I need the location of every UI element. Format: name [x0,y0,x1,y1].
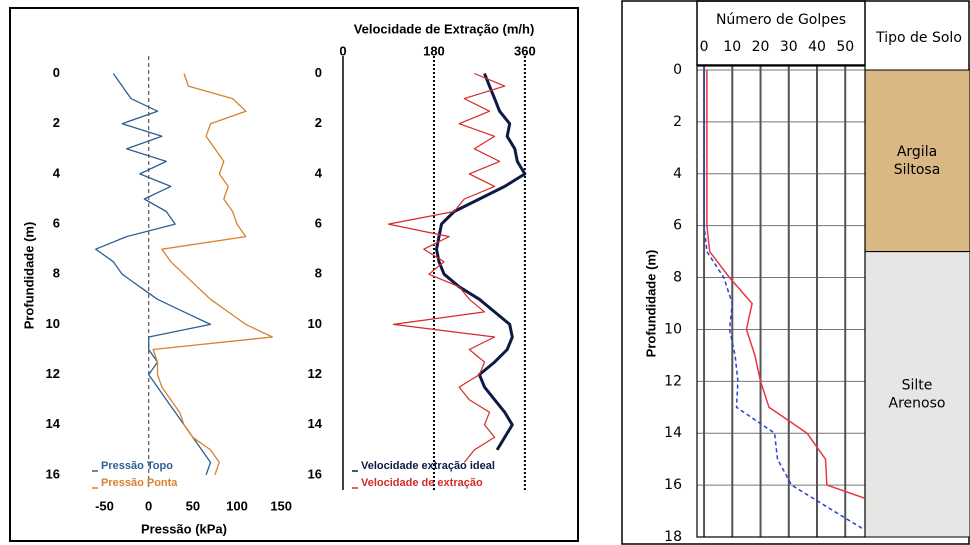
plot-area [703,70,865,531]
legend-label: Velocidade extração ideal [361,460,495,472]
x-tick-label: 50 [186,498,200,513]
plot-area [387,72,527,463]
y-tick-label: 12 [664,373,682,389]
y-axis-label: Profundidade (m) [643,250,658,358]
y-tick-label: 8 [315,266,322,281]
soil-label: Siltosa [894,162,941,178]
series-line [706,70,865,500]
x-tick-label: 0 [339,43,346,58]
x-tick-label: 100 [226,498,248,513]
pressure-chart: 0 2 4 6 8 10 12 14 16 -50 0 50 100 150 Pressão (kPa) Pr… [21,56,292,536]
soil-label: Silte [902,377,933,393]
x-tick-label: 150 [270,498,292,513]
y-tick-label: 14 [46,416,61,431]
y-tick-label: 14 [308,416,323,431]
x-tick-label: -50 [95,498,114,513]
y-tick-label: 2 [53,115,60,130]
legend-label: Velocidade de extração [361,477,483,489]
soil-layer [864,251,970,538]
x-tick-label: 30 [780,39,798,55]
y-tick-label: 16 [308,466,322,481]
y-tick-label: 8 [53,266,60,281]
soil-label: Arenoso [889,395,946,411]
x-tick-label: 50 [836,39,854,55]
y-tick-label: 10 [46,316,60,331]
y-tick-label: 6 [53,216,60,231]
series-line [703,70,865,531]
series-line [435,72,527,451]
blows-chart: Argila Siltosa Silte Arenoso Tipo de Solo 0 2 4… [643,0,970,545]
y-tick-label: 14 [664,425,682,441]
y-tick-label: 18 [664,529,682,545]
y-tick-label: 12 [308,366,322,381]
y-tick-label: 10 [308,316,322,331]
y-tick-label: 4 [53,165,61,180]
y-tick-label: 16 [46,466,60,481]
x-tick-label: 360 [514,43,536,58]
header-box [696,0,866,66]
x-axis-label: Número de Golpes [716,12,846,28]
legend-label: Pressão Topo [101,460,173,472]
y-tick-label: 6 [315,216,322,231]
y-tick-label: 10 [664,321,682,337]
y-tick-label: 2 [673,114,682,130]
y-tick-label: 16 [664,477,682,493]
series-line [387,72,506,463]
x-axis-label: Pressão (kPa) [141,521,227,536]
soil-layer [864,69,970,253]
legend-label: Pressão Ponta [101,477,178,489]
plot-area [95,73,273,476]
y-tick-label: 8 [673,270,682,286]
x-tick-label: 180 [423,43,445,58]
x-tick-label: 0 [145,498,152,513]
plot-frame [696,65,866,538]
y-tick-label: 0 [673,62,682,78]
x-tick-label: 10 [723,39,741,55]
x-tick-label: 20 [752,39,770,55]
velocity-chart: 0 2 4 6 8 10 12 14 16 0 180 360 Velocidade de Extraç… [308,21,536,490]
x-axis-label: Velocidade de Extração (m/h) [354,21,535,36]
y-tick-label: 12 [46,366,60,381]
y-axis-label: Profundidade (m) [21,222,36,330]
y-tick-label: 4 [673,166,682,182]
series-line [95,73,212,476]
soil-label: Argila [897,144,937,160]
y-tick-label: 6 [673,218,682,234]
series-line [152,73,273,476]
soil-header: Tipo de Solo [875,30,962,46]
y-tick-label: 4 [315,165,323,180]
y-tick-label: 2 [315,115,322,130]
y-tick-label: 0 [53,65,60,80]
y-tick-label: 0 [315,65,322,80]
x-tick-label: 40 [808,39,826,55]
left-panel [9,7,579,542]
x-tick-label: 0 [700,39,709,55]
